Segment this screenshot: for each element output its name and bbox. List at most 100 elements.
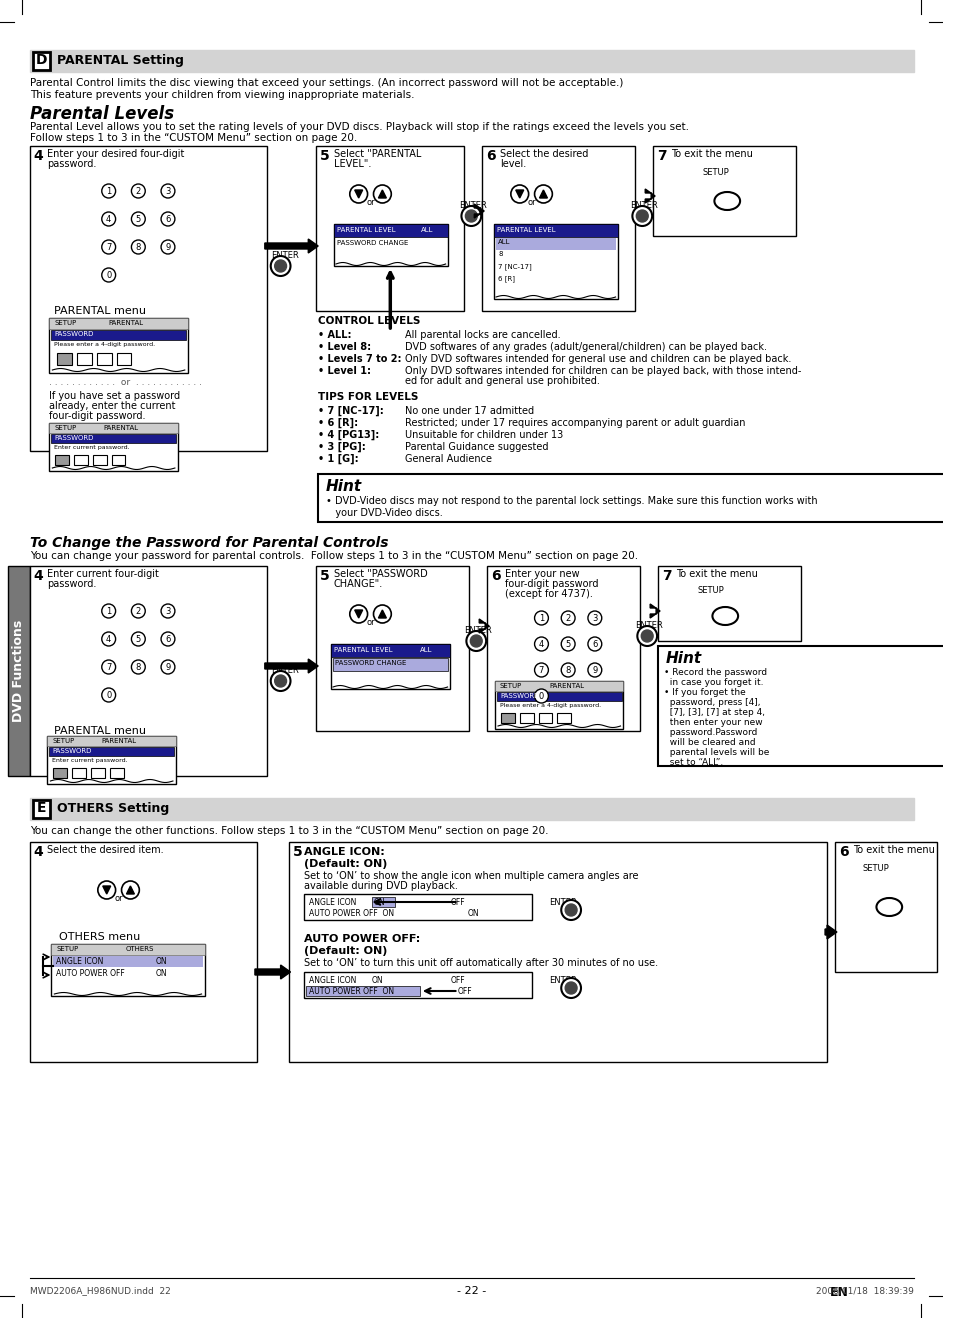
Bar <box>30 565 267 776</box>
Text: level.: level. <box>499 159 526 169</box>
Circle shape <box>587 612 601 625</box>
Text: Parental Guidance suggested: Parental Guidance suggested <box>405 442 548 452</box>
Bar <box>334 224 447 266</box>
Text: D: D <box>35 53 48 67</box>
Text: LEVEL".: LEVEL". <box>334 159 371 169</box>
Text: PASSWORD: PASSWORD <box>52 749 91 754</box>
Text: Parental Control limits the disc viewing that exceed your settings. (An incorrec: Parental Control limits the disc viewing… <box>30 78 622 88</box>
Text: Follow steps 1 to 3 in the “CUSTOM Menu” section on page 20.: Follow steps 1 to 3 in the “CUSTOM Menu”… <box>30 133 356 142</box>
FancyArrow shape <box>824 925 836 938</box>
Text: PASSWORD: PASSWORD <box>54 331 93 337</box>
Bar <box>288 842 826 1062</box>
Circle shape <box>161 604 174 618</box>
Text: SETUP: SETUP <box>499 683 521 689</box>
Text: 7: 7 <box>657 149 666 163</box>
Circle shape <box>534 185 552 203</box>
Text: OFF: OFF <box>450 898 465 907</box>
Bar <box>50 747 173 757</box>
Bar <box>333 658 447 671</box>
Text: • Record the password: • Record the password <box>663 668 766 677</box>
Circle shape <box>466 631 486 651</box>
Bar <box>55 455 70 465</box>
Text: 5: 5 <box>135 635 141 645</box>
Circle shape <box>534 663 548 677</box>
FancyArrow shape <box>265 659 318 673</box>
Text: 4: 4 <box>106 215 112 224</box>
Bar <box>32 800 51 818</box>
Text: SETUP: SETUP <box>52 738 74 743</box>
Text: Set to ‘ON’ to turn this unit off automatically after 30 minutes of no use.: Set to ‘ON’ to turn this unit off automa… <box>304 958 658 967</box>
Text: PASSWORD: PASSWORD <box>499 693 538 699</box>
Text: already, enter the current: already, enter the current <box>50 401 175 411</box>
Text: password.: password. <box>48 579 96 589</box>
FancyArrow shape <box>474 204 484 217</box>
Circle shape <box>102 660 115 673</box>
Text: four-digit password.: four-digit password. <box>50 411 146 420</box>
Bar <box>494 224 617 237</box>
Text: • ALL:: • ALL: <box>318 330 352 340</box>
Circle shape <box>102 633 115 646</box>
Circle shape <box>564 982 577 994</box>
Text: ENTER: ENTER <box>271 666 298 675</box>
Text: or: or <box>114 894 123 903</box>
Text: then enter your new: then enter your new <box>663 718 761 728</box>
Circle shape <box>132 185 145 198</box>
Circle shape <box>161 185 174 198</box>
Bar <box>304 894 531 920</box>
Text: 1: 1 <box>106 608 112 616</box>
Text: ON: ON <box>467 909 478 919</box>
Text: PASSWORD: PASSWORD <box>54 435 93 442</box>
Text: ANGLE ICON: ANGLE ICON <box>309 898 356 907</box>
Text: ENTER: ENTER <box>630 202 658 210</box>
Polygon shape <box>516 190 523 198</box>
Text: No one under 17 admitted: No one under 17 admitted <box>405 406 534 416</box>
Circle shape <box>102 268 115 282</box>
Circle shape <box>121 880 139 899</box>
Circle shape <box>632 206 652 225</box>
Text: 7: 7 <box>106 663 112 672</box>
Bar <box>32 51 51 70</box>
Text: If you have set a password: If you have set a password <box>50 391 180 401</box>
Bar <box>334 224 447 237</box>
Text: 2: 2 <box>135 187 141 196</box>
Text: 8: 8 <box>565 666 570 675</box>
Text: 1: 1 <box>106 187 112 196</box>
Text: ENTER: ENTER <box>635 621 662 630</box>
Text: (Default: ON): (Default: ON) <box>304 859 387 869</box>
Bar <box>30 50 913 72</box>
Bar <box>496 250 615 262</box>
FancyArrow shape <box>650 604 659 618</box>
Text: OTHERS Setting: OTHERS Setting <box>57 801 170 815</box>
Text: • Level 8:: • Level 8: <box>318 341 371 352</box>
Bar <box>495 681 623 729</box>
Text: ALL: ALL <box>419 647 432 652</box>
FancyArrow shape <box>265 239 318 253</box>
Polygon shape <box>103 886 111 894</box>
Text: 3: 3 <box>592 614 597 623</box>
Text: To exit the menu: To exit the menu <box>670 149 752 159</box>
Text: 4: 4 <box>106 635 112 645</box>
Bar <box>72 768 86 778</box>
Text: Only DVD softwares intended for general use and children can be played back.: Only DVD softwares intended for general … <box>405 355 791 364</box>
Text: [7], [3], [7] at step 4,: [7], [3], [7] at step 4, <box>663 708 764 717</box>
Text: OFF: OFF <box>450 977 465 985</box>
Text: Parental Levels: Parental Levels <box>30 105 173 123</box>
Circle shape <box>98 880 115 899</box>
Text: 1: 1 <box>538 614 543 623</box>
Circle shape <box>161 660 174 673</box>
FancyArrow shape <box>254 965 291 979</box>
Text: ANGLE ICON:: ANGLE ICON: <box>304 847 385 857</box>
Bar <box>48 735 175 784</box>
Text: ALL: ALL <box>420 227 433 233</box>
Text: PARENTAL menu: PARENTAL menu <box>54 726 146 735</box>
Circle shape <box>560 663 575 677</box>
Text: SETUP: SETUP <box>701 167 728 177</box>
Text: AUTO POWER OFF: AUTO POWER OFF <box>56 969 125 978</box>
Text: 8: 8 <box>497 250 502 257</box>
Bar <box>331 645 449 656</box>
Circle shape <box>560 637 575 651</box>
Bar <box>331 645 449 689</box>
Bar <box>91 768 105 778</box>
Text: CONTROL LEVELS: CONTROL LEVELS <box>318 316 420 326</box>
Text: • 7 [NC-17]:: • 7 [NC-17]: <box>318 406 383 416</box>
